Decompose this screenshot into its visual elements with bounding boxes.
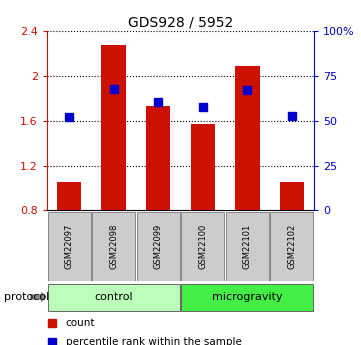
Text: microgravity: microgravity	[212, 292, 283, 302]
Bar	[279, 183, 304, 210]
FancyBboxPatch shape	[92, 212, 135, 281]
FancyBboxPatch shape	[270, 212, 313, 281]
Text: control: control	[95, 292, 133, 302]
Text: GSM22097: GSM22097	[65, 224, 74, 269]
FancyBboxPatch shape	[137, 212, 180, 281]
FancyBboxPatch shape	[48, 284, 180, 311]
Text: GSM22101: GSM22101	[243, 224, 252, 269]
Text: GSM22102: GSM22102	[287, 224, 296, 269]
FancyBboxPatch shape	[181, 212, 224, 281]
Text: protocol: protocol	[4, 292, 49, 302]
FancyBboxPatch shape	[226, 212, 269, 281]
Title: GDS928 / 5952: GDS928 / 5952	[128, 16, 233, 30]
Bar	[235, 66, 260, 210]
FancyBboxPatch shape	[181, 284, 313, 311]
Text: percentile rank within the sample: percentile rank within the sample	[66, 337, 242, 345]
Text: count: count	[66, 318, 95, 328]
Bar	[146, 106, 170, 210]
Text: GSM22100: GSM22100	[198, 224, 207, 269]
Text: GSM22099: GSM22099	[154, 224, 163, 269]
Bar	[57, 183, 82, 210]
Bar	[191, 124, 215, 210]
FancyBboxPatch shape	[48, 212, 91, 281]
Bar	[101, 45, 126, 210]
Text: GSM22098: GSM22098	[109, 224, 118, 269]
